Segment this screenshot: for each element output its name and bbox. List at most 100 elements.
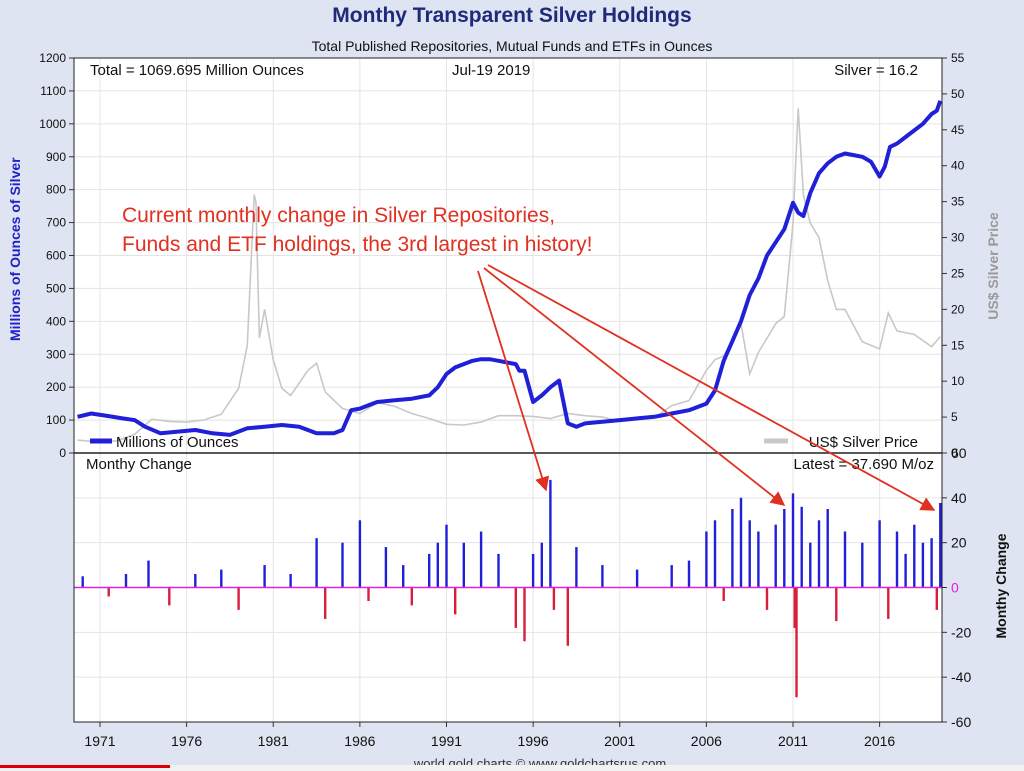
y-left-tick-label: 0 [59,446,66,460]
x-tick-label: 1996 [518,733,549,749]
annotation-arrow [483,267,786,506]
monthly-change-bar [800,506,803,588]
monthly-change-bar [124,574,128,588]
series-line-silver-price [77,108,941,444]
monthly-change-bar [428,553,431,588]
date-label: Jul-19 2019 [452,62,530,79]
y-left-tick-label: 300 [46,347,66,361]
monthly-change-bar [358,520,362,588]
video-progress-fill [0,765,170,768]
y-right-tick-label: 15 [951,338,965,352]
monthly-change-bar [731,509,734,588]
monthly-change-bar [454,587,457,615]
monthly-change-bar [436,542,439,588]
monthly-change-bar [783,509,786,588]
monthly-change-bar [324,587,327,619]
monthly-change-bar [635,569,639,588]
monthly-change-bar [713,520,717,588]
monthly-change-bar [540,542,543,588]
lower-tick-label: 40 [951,490,967,506]
monthly-change-bar [410,587,413,606]
video-progress-bar [0,765,1024,771]
monthly-change-bar [921,542,925,588]
chart-subtitle: Total Published Repositories, Mutual Fun… [311,38,713,54]
monthly-change-bar [263,565,266,588]
monthly-change-bar [795,587,798,698]
monthly-change-bar [497,553,500,588]
total-label: Total = 1069.695 Million Ounces [90,62,304,79]
latest-label: Latest = 37.690 M/oz [793,456,934,473]
monthly-change-label: Monthy Change [86,456,192,473]
lower-tick-label: -20 [951,624,971,640]
annotation-line-1: Current monthly change in Silver Reposit… [122,204,555,227]
y-right-tick-label: 20 [951,302,965,316]
monthly-change-bar [514,587,517,628]
monthly-change-bar [523,587,526,642]
monthly-change-bar [81,576,84,588]
y-left-tick-label: 1200 [39,51,66,65]
y-right-tick-label: 0 [951,446,958,460]
legend-label-silver-price: US$ Silver Price [809,434,918,451]
y-left-tick-label: 700 [46,216,66,230]
y-right-tick-label: 30 [951,231,965,245]
monthly-change-bar [479,531,483,588]
annotation-arrow [487,264,936,511]
monthly-change-bar [774,524,777,588]
monthly-change-bar [107,587,110,597]
y-left-tick-label: 500 [46,281,66,295]
monthly-change-bar [935,587,938,610]
y-right-tick-label: 50 [951,87,965,101]
monthly-change-bar [757,531,760,588]
monthly-change-bar [793,587,796,628]
monthly-change-bar [220,569,223,588]
monthly-change-bar [168,587,171,606]
monthly-change-bar [878,520,881,588]
monthly-change-bar [939,503,942,588]
monthly-change-bar [445,524,448,588]
monthly-change-bar [765,587,769,610]
y-right-tick-label: 25 [951,266,965,280]
x-tick-label: 1976 [171,733,202,749]
x-tick-label: 1981 [258,733,289,749]
y-left-tick-label: 900 [46,150,66,164]
x-tick-label: 1971 [84,733,115,749]
monthly-change-bar [315,538,318,588]
y-left-tick-label: 800 [46,183,66,197]
monthly-change-bar [552,587,556,610]
lower-tick-label: -40 [951,669,971,685]
monthly-change-bar [549,479,552,588]
monthly-change-bar [722,587,725,601]
y-axis-label-right: US$ Silver Price [985,212,1001,320]
lower-tick-label: 60 [951,445,967,461]
monthly-change-bar [402,565,405,588]
y-left-tick-label: 400 [46,314,66,328]
monthly-change-bar [930,538,933,588]
monthly-change-bar [670,565,673,588]
monthly-change-bar [341,542,344,588]
monthly-change-bar [531,553,535,588]
series-line-holdings [77,100,943,437]
y-right-tick-label: 40 [951,159,965,173]
monthly-change-bar [384,547,388,588]
monthly-change-bar [194,574,197,588]
monthly-change-bar [705,531,708,588]
monthly-change-bar [843,531,847,588]
y-right-tick-label: 45 [951,123,965,137]
x-tick-label: 2011 [778,733,808,749]
y-left-tick-label: 200 [46,380,66,394]
x-tick-label: 2016 [864,733,895,749]
y-left-tick-label: 100 [46,413,66,427]
monthly-change-bar [147,560,150,588]
monthly-change-bar [462,542,465,588]
monthly-change-bar [575,547,578,588]
monthly-change-bar [835,587,838,622]
monthly-change-bar [817,520,821,588]
monthly-change-bar [887,587,890,619]
y-axis-label-left: Millions of Ounces of Silver [7,157,23,341]
y-left-tick-label: 1100 [40,84,66,98]
silver-price-label: Silver = 16.2 [834,62,918,79]
legend-label-holdings: Millions of Ounces [116,434,239,451]
x-tick-label: 1986 [344,733,375,749]
